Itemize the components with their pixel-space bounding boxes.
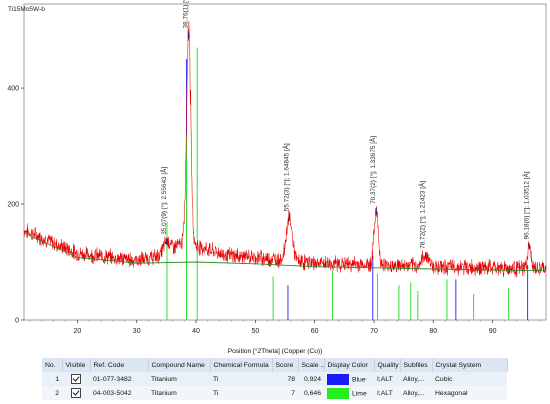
xrd-plot-area: 20 30 40 50 60 70 80 90 0 200 400 35.07(9) [°]; 2.5… xyxy=(7,0,547,335)
x-tick-label-70: 70 xyxy=(370,328,378,335)
quality-cell: I;ALT xyxy=(374,372,400,386)
y-tick-label-400: 400 xyxy=(7,86,19,93)
x-tick-label-40: 40 xyxy=(192,328,200,335)
table-row[interactable]: 2 04-003-5042 Titanium Ti 7 0,646 Lime I… xyxy=(42,386,507,400)
color-name: Lime xyxy=(352,389,367,397)
compound-name-cell: Titanium xyxy=(148,372,210,386)
x-tick-label-90: 90 xyxy=(489,328,497,335)
xrd-chart: 20 30 40 50 60 70 80 90 0 200 400 35.07(9) [°]; 2.5… xyxy=(7,0,547,335)
color-name: Blue xyxy=(352,375,366,383)
visible-checkbox[interactable] xyxy=(71,388,81,398)
measured-pattern-line xyxy=(23,20,547,278)
chemical-formula-cell: Ti xyxy=(210,372,272,386)
row-number: 2 xyxy=(42,386,62,400)
x-tick-label-20: 20 xyxy=(73,328,81,335)
column-header-no[interactable]: No. xyxy=(42,358,63,372)
plot-frame xyxy=(23,3,547,321)
sample-name-label: Ti15Mo5W-b xyxy=(8,6,45,13)
peak-label: 55.72(3) [°]; 1.64845 [Å] xyxy=(281,143,290,211)
ref-code-cell: 04-003-5042 xyxy=(90,386,148,400)
scale-factor-cell: 0,924 xyxy=(298,372,324,386)
column-header-chemical-formula[interactable]: Chemical Formula xyxy=(210,358,273,372)
column-header-scale-factor[interactable]: Scale ... xyxy=(298,358,325,372)
peak-label: 38.76(1) [°]; 2.3210 [Å] xyxy=(181,0,190,28)
score-cell: 78 xyxy=(272,372,298,386)
column-header-score[interactable]: Score xyxy=(272,358,299,372)
peak-label: 78.72(2) [°]; 1.21423 [Å] xyxy=(418,181,427,249)
column-header-visible[interactable]: Visible xyxy=(62,358,91,372)
column-header-quality[interactable]: Quality xyxy=(374,358,401,372)
peak-label: 96.18(6) [°]; 1.03512 [Å] xyxy=(521,171,530,239)
reference-pattern-table[interactable]: No. Visible Ref. Code Compound Name Chem… xyxy=(42,358,508,400)
column-header-subfiles[interactable]: Subfiles xyxy=(400,358,433,372)
x-tick-label-80: 80 xyxy=(429,328,437,335)
ref-code-cell: 01-077-3482 xyxy=(90,372,148,386)
x-tick-label-30: 30 xyxy=(133,328,141,335)
x-axis-title: Position [°2Theta] (Copper (Cu)) xyxy=(227,348,323,355)
visible-cell xyxy=(62,386,90,400)
x-tick-label-60: 60 xyxy=(311,328,319,335)
peak-label: 35.07(9) [°]; 2.55643 [Å] xyxy=(159,167,168,235)
column-header-ref-code[interactable]: Ref. Code xyxy=(90,358,149,372)
display-color-cell[interactable]: Lime xyxy=(324,386,374,400)
background-curve xyxy=(23,232,547,272)
visible-cell xyxy=(62,372,90,386)
color-swatch xyxy=(327,373,349,385)
row-number: 1 xyxy=(42,372,62,386)
y-tick-label-200: 200 xyxy=(7,202,19,209)
subfiles-cell: Alloy,... xyxy=(400,386,432,400)
compound-name-cell: Titanium xyxy=(148,386,210,400)
column-header-compound-name[interactable]: Compound Name xyxy=(148,358,211,372)
peak-label: 70.37(2) [°]; 1.33675 [Å] xyxy=(368,136,377,204)
crystal-system-cell: Cubic xyxy=(432,372,507,386)
table-row[interactable]: 1 01-077-3482 Titanium Ti 78 0,924 Blue … xyxy=(42,372,507,386)
scale-factor-cell: 0,646 xyxy=(298,386,324,400)
subfiles-cell: Alloy,... xyxy=(400,372,432,386)
column-header-crystal-system[interactable]: Crystal System xyxy=(432,358,508,372)
y-tick-label-0: 0 xyxy=(15,318,19,325)
color-swatch xyxy=(327,387,349,399)
x-tick-label-50: 50 xyxy=(251,328,259,335)
visible-checkbox[interactable] xyxy=(71,374,81,384)
chemical-formula-cell: Ti xyxy=(210,386,272,400)
display-color-cell[interactable]: Blue xyxy=(324,372,374,386)
table-header-row: No. Visible Ref. Code Compound Name Chem… xyxy=(42,358,508,372)
score-cell: 7 xyxy=(272,386,298,400)
crystal-system-cell: Hexagonal xyxy=(432,386,507,400)
quality-cell: I;ALT xyxy=(374,386,400,400)
column-header-display-color[interactable]: Display Color xyxy=(324,358,375,372)
